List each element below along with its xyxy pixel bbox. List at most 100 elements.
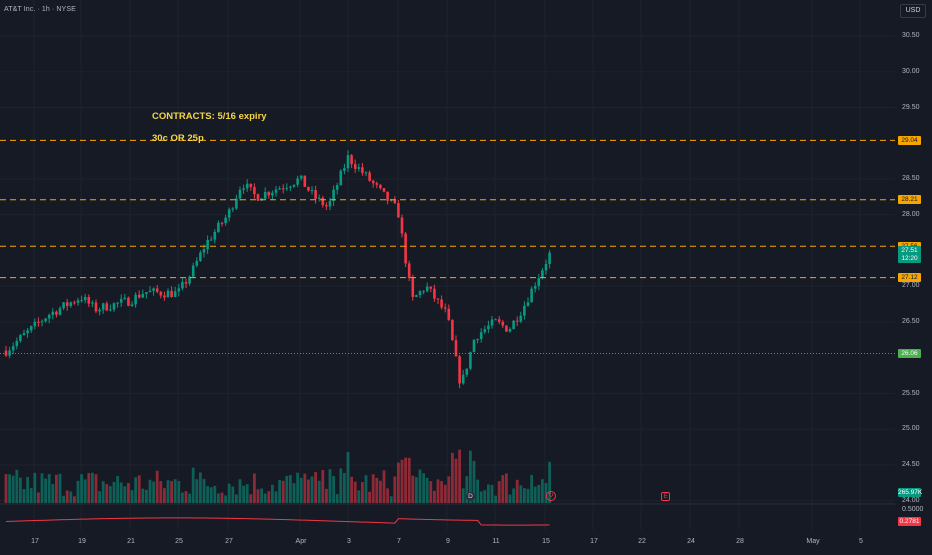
candle-body <box>137 294 141 298</box>
candle-body <box>170 290 173 298</box>
volume-bar <box>501 475 505 503</box>
volume-bar <box>451 452 454 503</box>
candle-body <box>404 233 407 264</box>
volume-bar <box>227 483 231 503</box>
price-tag: 26.06 <box>898 348 921 358</box>
volume-bar <box>123 486 127 503</box>
candle-body <box>451 319 454 341</box>
candle-body <box>249 183 253 187</box>
price-tag: 27.12 <box>898 273 921 283</box>
candle-body <box>483 329 487 333</box>
volume-bar <box>469 450 472 503</box>
candle-body <box>188 276 191 284</box>
volume-bar <box>285 475 289 503</box>
candle-body <box>227 209 231 218</box>
volume-bar <box>317 480 321 503</box>
candle-body <box>220 222 224 224</box>
candle-body <box>191 265 195 277</box>
volume-bar <box>69 491 73 503</box>
volume-bar <box>202 478 206 503</box>
candle-body <box>479 332 483 340</box>
candle-body <box>519 315 523 322</box>
candle-body <box>461 374 465 384</box>
volume-bar <box>33 472 37 503</box>
price-tick-label: 25.50 <box>902 389 920 397</box>
price-tick-label: 28.50 <box>902 175 920 182</box>
price-tag: 27.51 <box>898 245 921 255</box>
candle-body <box>73 302 76 304</box>
candle-body <box>145 292 148 294</box>
volume-bar <box>83 479 87 503</box>
volume-bar <box>389 496 393 503</box>
candle-body <box>515 320 519 322</box>
volume-bar <box>87 473 91 503</box>
volume-bar <box>375 477 379 503</box>
volume-bar <box>224 495 227 503</box>
candle-body <box>443 307 447 309</box>
candle-body <box>58 308 62 315</box>
volume-bar <box>289 475 292 503</box>
volume-bar <box>184 491 188 503</box>
dividend-marker-icon[interactable]: D <box>466 492 475 501</box>
candle-body <box>253 186 256 195</box>
candle-body <box>91 302 94 304</box>
volume-bar <box>321 469 325 503</box>
price-tag: 29.04 <box>898 135 921 145</box>
candle-body <box>544 263 548 271</box>
earnings-marker-icon[interactable]: E <box>661 492 670 501</box>
candle-body <box>440 299 443 308</box>
candle-body <box>548 252 551 264</box>
time-tick-label: 11 <box>492 538 500 545</box>
volume-bar <box>523 488 526 503</box>
candle-body <box>181 282 184 289</box>
candle-body <box>425 286 429 292</box>
symbol-title[interactable]: AT&T Inc. · 1h · NYSE <box>4 6 76 13</box>
volume-bar <box>407 457 411 503</box>
volume-bar <box>76 480 80 503</box>
candle-body <box>177 288 181 292</box>
candle-body <box>397 203 400 218</box>
time-tick-label: 21 <box>127 538 135 545</box>
volume-bar <box>436 479 440 503</box>
candle-body <box>98 309 101 312</box>
candle-body <box>429 286 433 289</box>
time-tick-label: 5 <box>859 538 863 545</box>
volume-bar <box>364 475 368 503</box>
volume-bar <box>382 470 386 503</box>
candle-body <box>159 291 163 296</box>
price-tick-label: 26.50 <box>902 318 920 325</box>
indicator-value-tag: 0.2781 <box>898 517 921 526</box>
volume-bar <box>19 477 22 503</box>
volume-bar <box>332 475 335 503</box>
candle-body <box>371 180 375 184</box>
volume-bar <box>490 484 494 503</box>
volume-bar <box>148 479 152 503</box>
candle-body <box>281 188 285 190</box>
candle-body <box>303 175 307 187</box>
time-tick-label: 22 <box>638 538 646 545</box>
indicator-line <box>5 517 550 526</box>
volume-bar <box>141 488 145 503</box>
price-tick-label: 27.00 <box>902 282 920 290</box>
candle-body <box>328 200 332 207</box>
candle-body <box>353 164 357 169</box>
candle-body <box>289 186 292 188</box>
candle-body <box>346 155 350 169</box>
candle-body <box>422 291 425 293</box>
split-marker-icon[interactable]: ↻ <box>546 491 556 501</box>
candle-body <box>238 189 242 199</box>
volume-bar <box>15 469 19 503</box>
candle-body <box>105 303 109 311</box>
candle-body <box>343 168 346 171</box>
candle-body <box>537 278 541 287</box>
candle-body <box>141 293 145 298</box>
volume-bar <box>368 491 371 503</box>
volume-bar <box>235 494 238 503</box>
currency-button[interactable]: USD <box>900 4 926 18</box>
volume-bar <box>65 490 69 503</box>
candle-body <box>231 208 235 210</box>
candle-body <box>361 167 364 173</box>
candle-body <box>206 239 209 250</box>
